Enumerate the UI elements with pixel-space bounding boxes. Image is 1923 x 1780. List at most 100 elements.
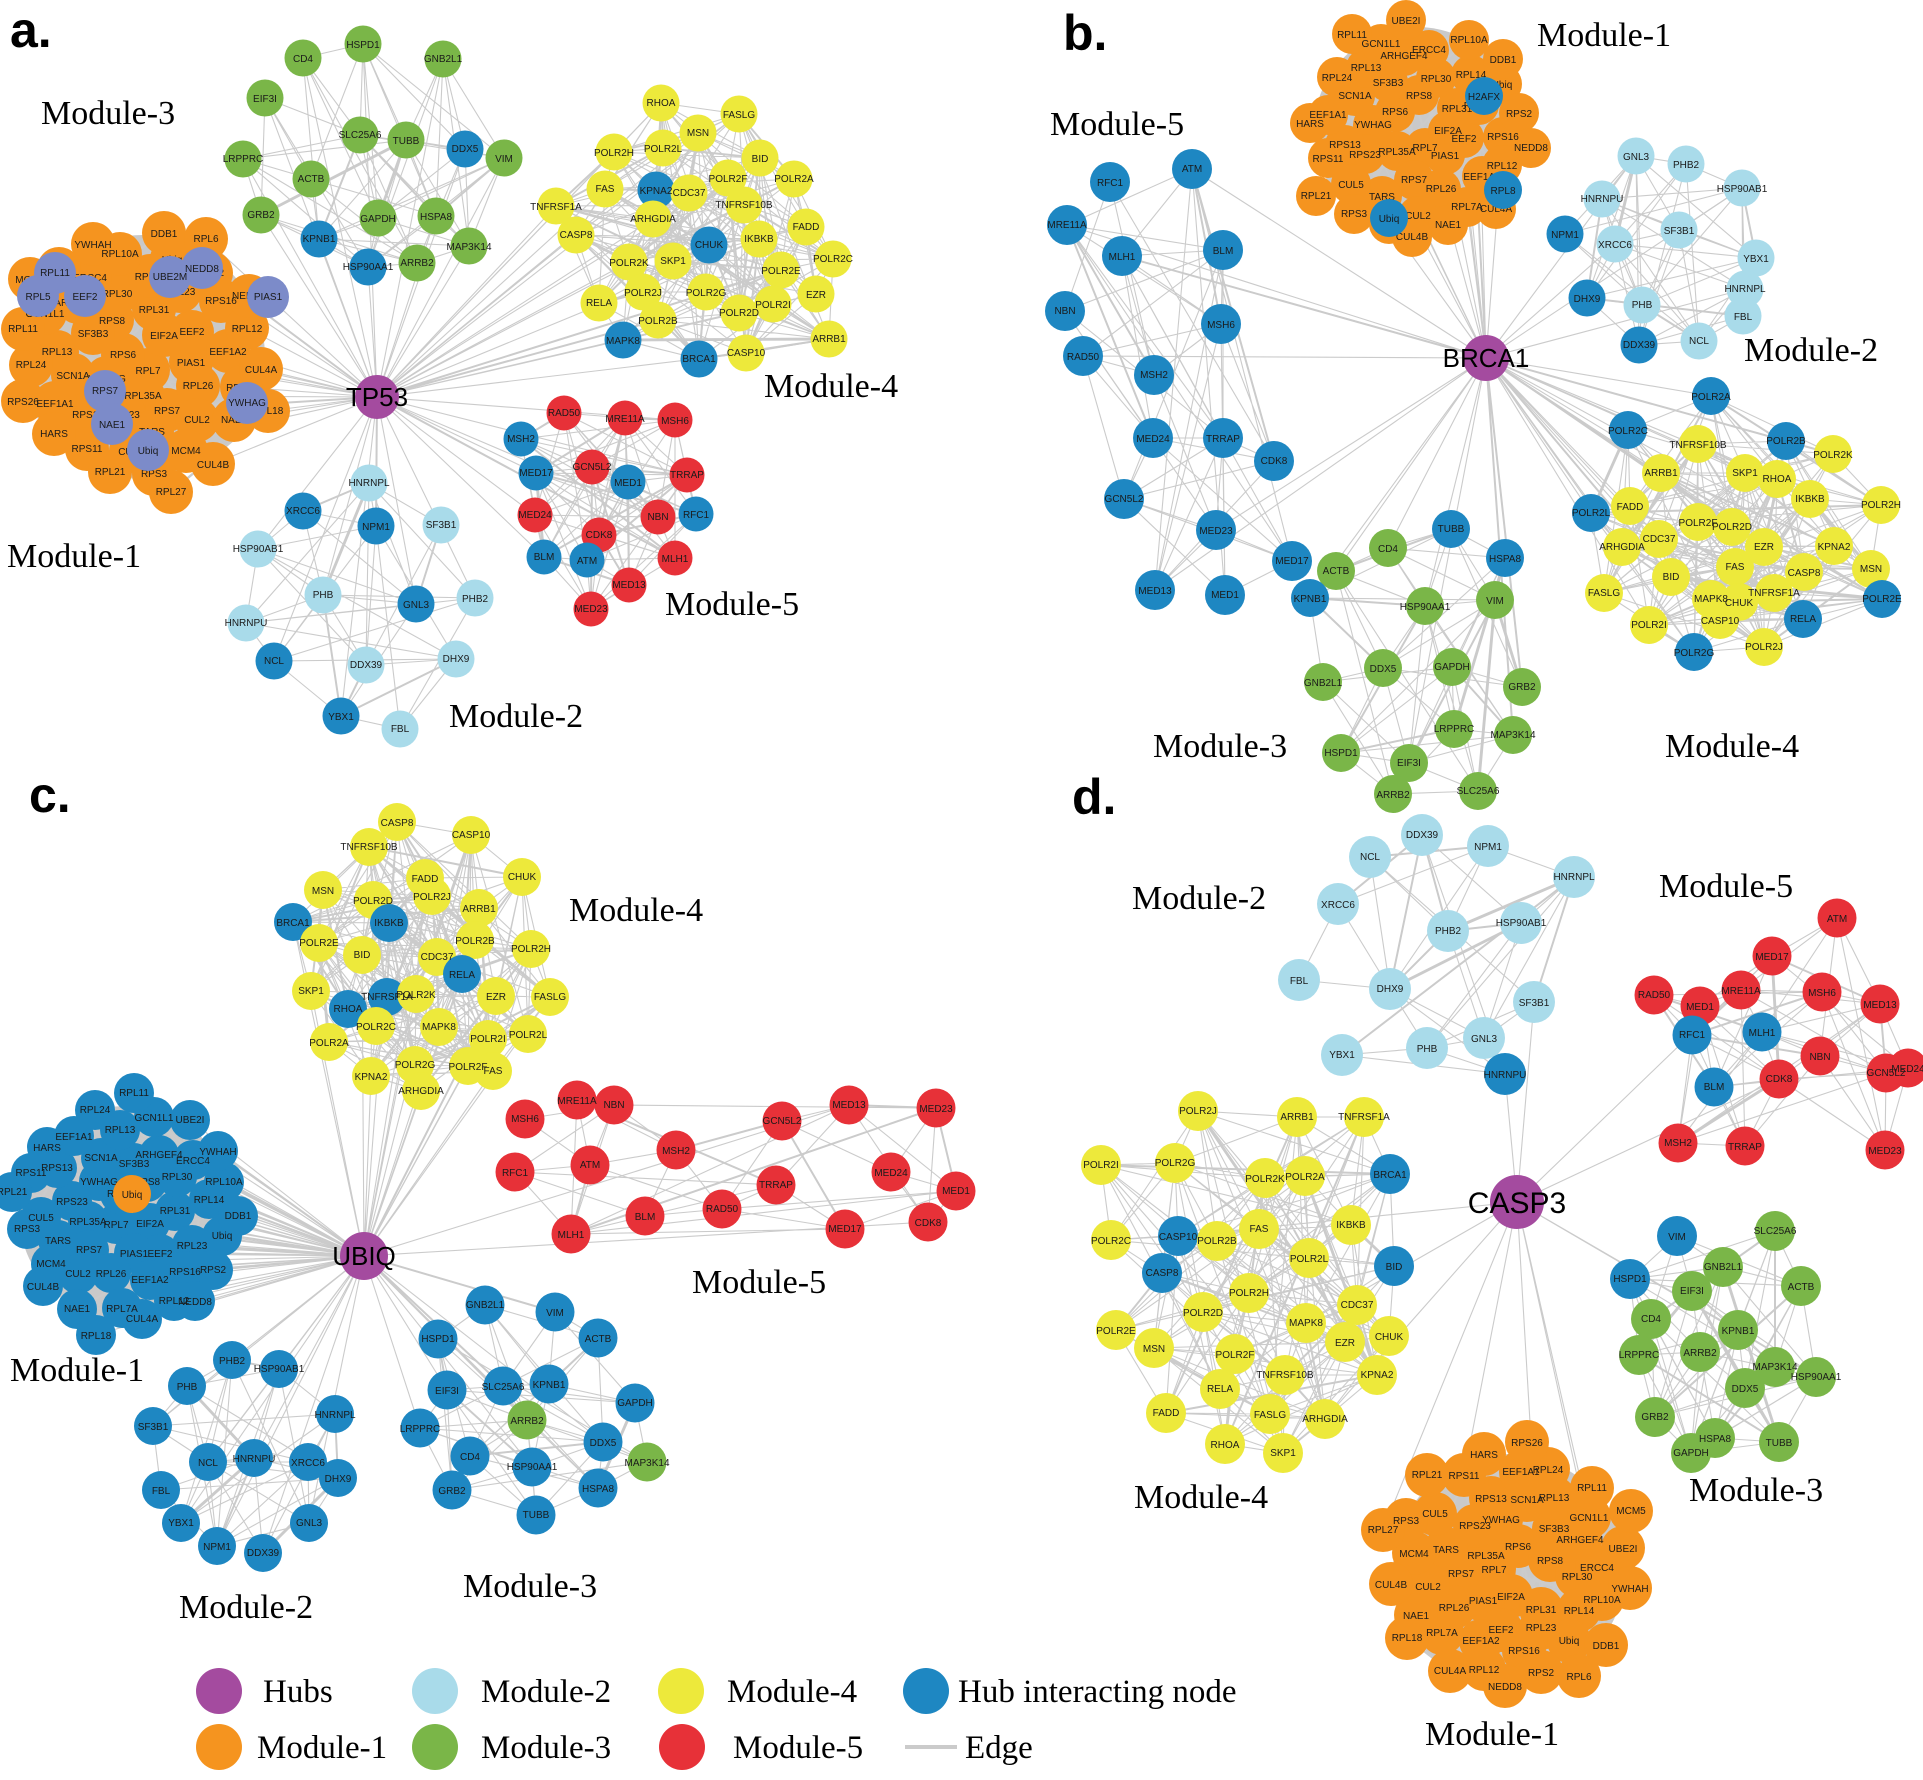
svg-text:RPL12: RPL12 (1469, 1665, 1500, 1676)
svg-text:YWHAH: YWHAH (199, 1147, 236, 1158)
svg-text:RPL5: RPL5 (25, 292, 50, 303)
svg-text:MLH1: MLH1 (1749, 1028, 1776, 1039)
svg-text:FAS: FAS (484, 1066, 503, 1077)
svg-text:RPL24: RPL24 (1322, 73, 1353, 84)
svg-text:BLM: BLM (635, 1212, 656, 1223)
svg-text:NCL: NCL (264, 656, 284, 667)
svg-text:EEF2: EEF2 (1488, 1625, 1513, 1636)
svg-text:RPL26: RPL26 (96, 1269, 127, 1280)
svg-text:RELA: RELA (1790, 614, 1816, 625)
svg-text:KPNA2: KPNA2 (1361, 1370, 1394, 1381)
svg-text:RFC1: RFC1 (683, 510, 710, 521)
svg-text:MED1: MED1 (614, 478, 642, 489)
svg-text:MAP3K14: MAP3K14 (446, 242, 491, 253)
svg-text:FBL: FBL (391, 724, 410, 735)
svg-text:RPS2: RPS2 (1528, 1668, 1555, 1679)
svg-text:POLR2G: POLR2G (1155, 1158, 1196, 1169)
svg-text:KPNB1: KPNB1 (1722, 1326, 1755, 1337)
svg-text:POLR2H: POLR2H (1861, 500, 1901, 511)
svg-text:IKBKB: IKBKB (744, 234, 774, 245)
svg-text:RHOA: RHOA (1763, 474, 1792, 485)
svg-text:PIAS1: PIAS1 (177, 358, 206, 369)
svg-text:DDB1: DDB1 (225, 1211, 252, 1222)
svg-text:RPS3: RPS3 (1341, 209, 1368, 220)
svg-text:RPL35A: RPL35A (1467, 1551, 1505, 1562)
svg-text:SKP1: SKP1 (1270, 1448, 1296, 1459)
svg-text:POLR2D: POLR2D (1183, 1308, 1223, 1319)
svg-text:RPL26: RPL26 (1426, 184, 1457, 195)
svg-text:HSP90AA1: HSP90AA1 (507, 1462, 558, 1473)
svg-text:Module-4: Module-4 (764, 368, 898, 405)
svg-text:RPL24: RPL24 (80, 1105, 111, 1116)
svg-text:Module-2: Module-2 (1744, 332, 1878, 369)
svg-text:GAPDH: GAPDH (1673, 1448, 1709, 1459)
svg-text:UBE2M: UBE2M (153, 272, 187, 283)
svg-text:GCN5L2: GCN5L2 (763, 1116, 802, 1127)
svg-text:RPS7: RPS7 (76, 1245, 103, 1256)
svg-text:RPL11: RPL11 (40, 268, 70, 279)
svg-text:ARRB2: ARRB2 (1376, 790, 1410, 801)
svg-text:CHUK: CHUK (508, 872, 537, 883)
svg-text:HARS: HARS (33, 1143, 61, 1154)
svg-text:HARS: HARS (1296, 119, 1324, 130)
svg-text:CUL2: CUL2 (1415, 1582, 1441, 1593)
svg-text:RPS26: RPS26 (7, 397, 39, 408)
svg-text:UBE2I: UBE2I (176, 1115, 205, 1126)
svg-text:RPL21: RPL21 (1301, 191, 1332, 202)
svg-text:MED24: MED24 (874, 1168, 908, 1179)
svg-text:HSP90AA1: HSP90AA1 (1400, 602, 1451, 613)
svg-text:MRE11A: MRE11A (1047, 220, 1087, 231)
svg-text:MED24: MED24 (1891, 1064, 1923, 1075)
svg-text:FASLG: FASLG (1254, 1410, 1286, 1421)
svg-text:Module-4: Module-4 (569, 892, 703, 929)
svg-text:ACTB: ACTB (1788, 1282, 1815, 1293)
svg-text:TUBB: TUBB (523, 1510, 550, 1521)
svg-text:NEDD8: NEDD8 (178, 1297, 212, 1308)
svg-text:ARRB1: ARRB1 (1644, 468, 1678, 479)
svg-text:FBL: FBL (1290, 976, 1309, 987)
svg-text:KPNB1: KPNB1 (533, 1380, 566, 1391)
svg-text:MSH6: MSH6 (661, 416, 689, 427)
svg-text:RAD50: RAD50 (548, 408, 581, 419)
svg-text:HNRNPL: HNRNPL (1553, 872, 1595, 883)
svg-text:HSP90AA1: HSP90AA1 (1791, 1372, 1842, 1383)
svg-text:GCN1L1: GCN1L1 (1570, 1513, 1609, 1524)
svg-text:LRPPRC: LRPPRC (1434, 724, 1475, 735)
svg-text:PHB2: PHB2 (462, 594, 489, 605)
svg-text:ARHGDIA: ARHGDIA (1302, 1414, 1348, 1425)
svg-text:HSP90AB1: HSP90AB1 (254, 1364, 305, 1375)
svg-text:SKP1: SKP1 (1732, 468, 1758, 479)
svg-text:MAPK8: MAPK8 (606, 336, 640, 347)
svg-text:ARHGEF4: ARHGEF4 (1556, 1535, 1604, 1546)
svg-text:VIM: VIM (1486, 596, 1504, 607)
svg-text:RPL14: RPL14 (194, 1195, 225, 1206)
svg-text:RPL7: RPL7 (135, 366, 160, 377)
svg-text:CUL4B: CUL4B (1396, 232, 1429, 243)
svg-text:MSN: MSN (687, 128, 709, 139)
svg-text:RPS11: RPS11 (72, 444, 103, 455)
svg-text:CDC37: CDC37 (421, 952, 454, 963)
svg-text:POLR2H: POLR2H (594, 148, 634, 159)
svg-text:Module-3: Module-3 (41, 95, 175, 132)
svg-text:RHOA: RHOA (1211, 1440, 1240, 1451)
svg-text:GRB2: GRB2 (438, 1486, 466, 1497)
svg-text:RAD50: RAD50 (1638, 990, 1671, 1001)
svg-text:MSH6: MSH6 (1207, 320, 1235, 331)
svg-text:Module-4: Module-4 (1665, 728, 1799, 765)
svg-text:CUL5: CUL5 (1422, 1509, 1448, 1520)
svg-text:HARS: HARS (40, 429, 68, 440)
svg-text:SF3B3: SF3B3 (1539, 1524, 1570, 1535)
svg-text:RPL13: RPL13 (1351, 63, 1382, 74)
svg-text:CDK8: CDK8 (1261, 456, 1288, 467)
svg-text:KPNA2: KPNA2 (355, 1072, 388, 1083)
svg-text:XRCC6: XRCC6 (1321, 900, 1355, 911)
svg-text:Hubs: Hubs (263, 1674, 333, 1710)
svg-text:EIF2A: EIF2A (150, 331, 178, 342)
svg-text:POLR2L: POLR2L (509, 1030, 548, 1041)
svg-text:Module-5: Module-5 (733, 1730, 863, 1766)
svg-text:EEF1A2: EEF1A2 (209, 347, 247, 358)
svg-text:Ubiq: Ubiq (212, 1231, 233, 1242)
svg-text:RPS11: RPS11 (1449, 1471, 1480, 1482)
svg-text:FADD: FADD (1617, 502, 1644, 513)
svg-text:MED1: MED1 (1686, 1002, 1714, 1013)
